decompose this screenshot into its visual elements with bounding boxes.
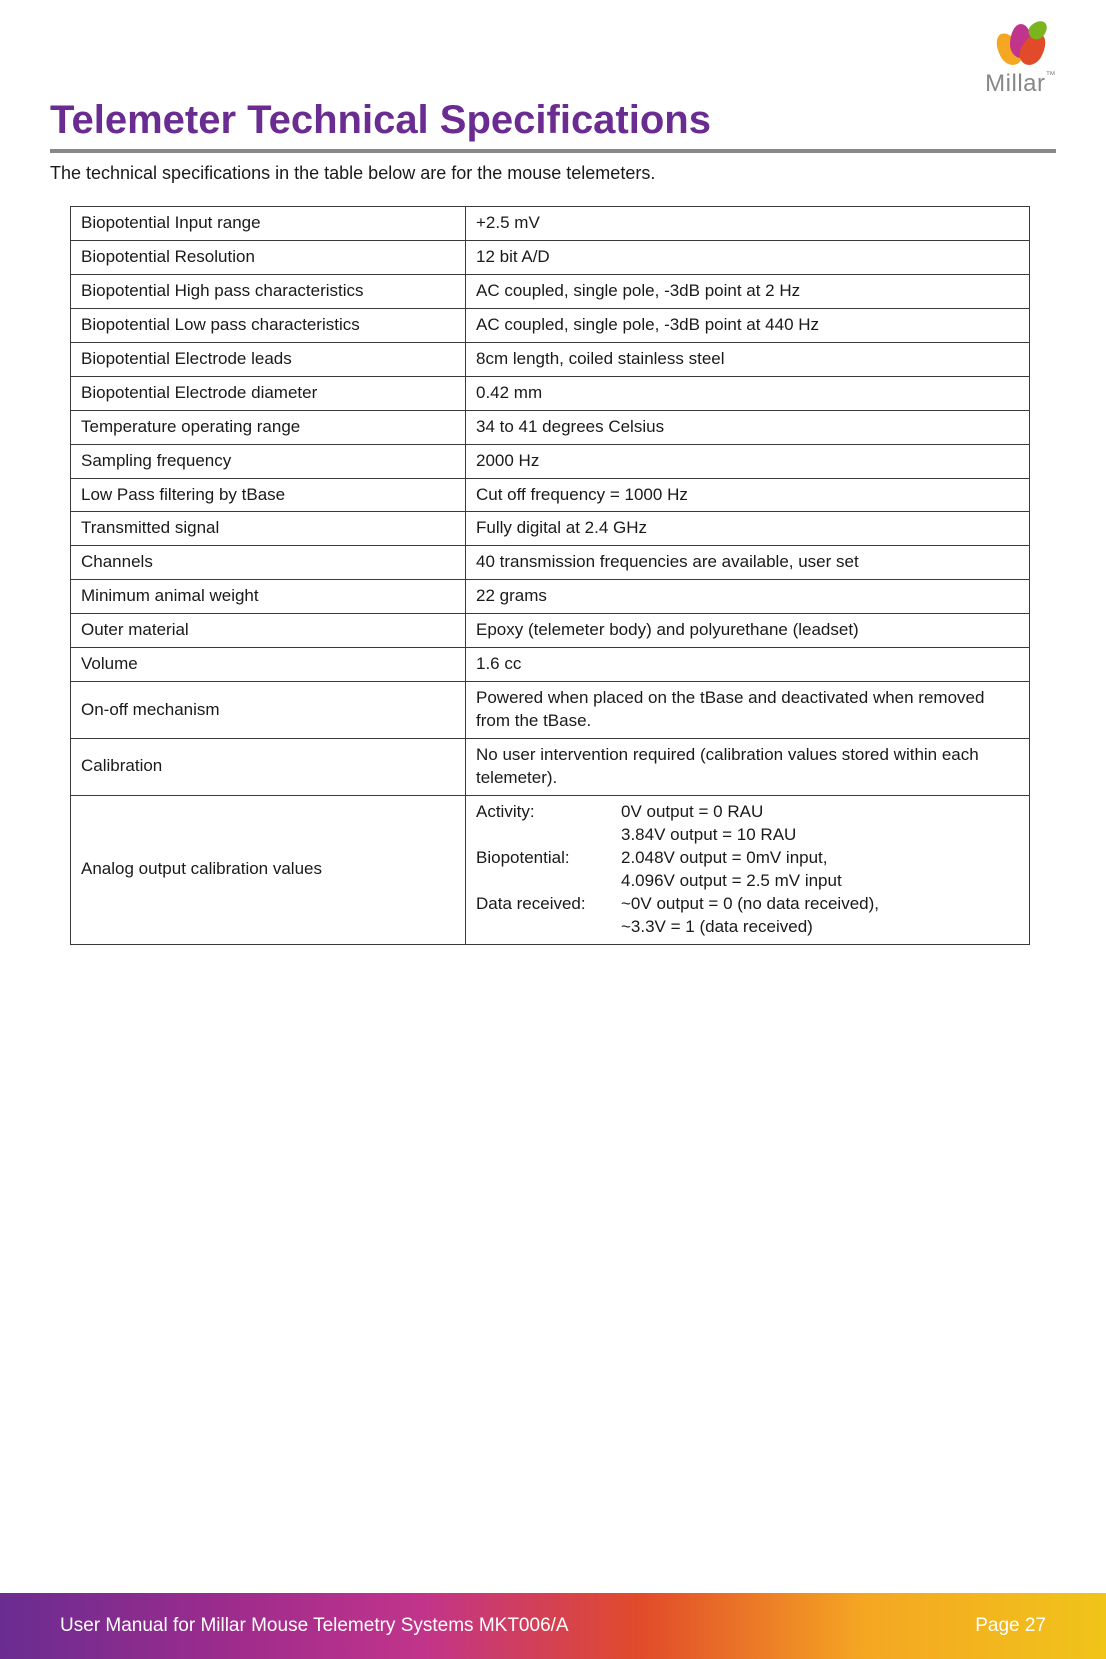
- calib-label: Activity:: [476, 801, 621, 824]
- logo-text: Millar™: [985, 70, 1056, 98]
- spec-value: Powered when placed on the tBase and dea…: [466, 682, 1030, 739]
- table-row: Biopotential Electrode diameter0.42 mm: [71, 376, 1030, 410]
- spec-value: 2000 Hz: [466, 444, 1030, 478]
- spec-key: Biopotential Electrode leads: [71, 342, 466, 376]
- spec-key: Analog output calibration values: [71, 795, 466, 944]
- table-row: Biopotential Resolution12 bit A/D: [71, 240, 1030, 274]
- calib-value: ~0V output = 0 (no data received),: [621, 893, 879, 916]
- calib-value: ~3.3V = 1 (data received): [621, 916, 813, 939]
- spec-key: Calibration: [71, 739, 466, 796]
- spec-value: 12 bit A/D: [466, 240, 1030, 274]
- page-title: Telemeter Technical Specifications: [50, 98, 1056, 143]
- spec-key: Biopotential Low pass characteristics: [71, 308, 466, 342]
- table-row: Low Pass filtering by tBaseCut off frequ…: [71, 478, 1030, 512]
- calib-label: [476, 916, 621, 939]
- table-row: Temperature operating range34 to 41 degr…: [71, 410, 1030, 444]
- spec-key: Temperature operating range: [71, 410, 466, 444]
- spec-value: 0.42 mm: [466, 376, 1030, 410]
- spec-key: Sampling frequency: [71, 444, 466, 478]
- table-row: Analog output calibration valuesActivity…: [71, 795, 1030, 944]
- calib-label: [476, 870, 621, 893]
- spec-value: 40 transmission frequencies are availabl…: [466, 546, 1030, 580]
- table-row: Outer materialEpoxy (telemeter body) and…: [71, 614, 1030, 648]
- spec-value: +2.5 mV: [466, 207, 1030, 241]
- spec-key: Transmitted signal: [71, 512, 466, 546]
- spec-value: 1.6 cc: [466, 648, 1030, 682]
- spec-key: Outer material: [71, 614, 466, 648]
- calib-label: Data received:: [476, 893, 621, 916]
- spec-value: Cut off frequency = 1000 Hz: [466, 478, 1030, 512]
- spec-key: Minimum animal weight: [71, 580, 466, 614]
- spec-value: Fully digital at 2.4 GHz: [466, 512, 1030, 546]
- spec-key: Biopotential High pass characteristics: [71, 274, 466, 308]
- table-row: Minimum animal weight22 grams: [71, 580, 1030, 614]
- spec-value: AC coupled, single pole, -3dB point at 4…: [466, 308, 1030, 342]
- spec-key: Biopotential Resolution: [71, 240, 466, 274]
- calib-value: 0V output = 0 RAU: [621, 801, 763, 824]
- title-rule: [50, 149, 1056, 153]
- calib-label: [476, 824, 621, 847]
- table-row: On-off mechanismPowered when placed on t…: [71, 682, 1030, 739]
- spec-key: On-off mechanism: [71, 682, 466, 739]
- table-row: Channels40 transmission frequencies are …: [71, 546, 1030, 580]
- table-row: Volume1.6 cc: [71, 648, 1030, 682]
- table-row: Transmitted signalFully digital at 2.4 G…: [71, 512, 1030, 546]
- spec-value: No user intervention required (calibrati…: [466, 739, 1030, 796]
- spec-key: Channels: [71, 546, 466, 580]
- spec-value: 8cm length, coiled stainless steel: [466, 342, 1030, 376]
- table-row: Biopotential High pass characteristicsAC…: [71, 274, 1030, 308]
- spec-value: Activity:0V output = 0 RAU3.84V output =…: [466, 795, 1030, 944]
- brand-logo: Millar™: [985, 20, 1056, 98]
- table-row: CalibrationNo user intervention required…: [71, 739, 1030, 796]
- spec-value: 22 grams: [466, 580, 1030, 614]
- spec-table: Biopotential Input range+2.5 mVBiopotent…: [70, 206, 1030, 945]
- spec-key: Volume: [71, 648, 466, 682]
- footer-left: User Manual for Millar Mouse Telemetry S…: [60, 1615, 569, 1637]
- calib-value: 4.096V output = 2.5 mV input: [621, 870, 842, 893]
- spec-key: Biopotential Input range: [71, 207, 466, 241]
- spec-value: 34 to 41 degrees Celsius: [466, 410, 1030, 444]
- calib-label: Biopotential:: [476, 847, 621, 870]
- table-row: Biopotential Low pass characteristicsAC …: [71, 308, 1030, 342]
- table-row: Sampling frequency2000 Hz: [71, 444, 1030, 478]
- spec-value: AC coupled, single pole, -3dB point at 2…: [466, 274, 1030, 308]
- spec-value: Epoxy (telemeter body) and polyurethane …: [466, 614, 1030, 648]
- spec-key: Biopotential Electrode diameter: [71, 376, 466, 410]
- table-row: Biopotential Input range+2.5 mV: [71, 207, 1030, 241]
- footer-right: Page 27: [975, 1615, 1046, 1637]
- page-footer: User Manual for Millar Mouse Telemetry S…: [0, 1593, 1106, 1659]
- spec-key: Low Pass filtering by tBase: [71, 478, 466, 512]
- calib-value: 3.84V output = 10 RAU: [621, 824, 796, 847]
- calib-value: 2.048V output = 0mV input,: [621, 847, 828, 870]
- table-row: Biopotential Electrode leads8cm length, …: [71, 342, 1030, 376]
- logo-icon: [996, 20, 1046, 68]
- intro-text: The technical specifications in the tabl…: [50, 163, 1056, 184]
